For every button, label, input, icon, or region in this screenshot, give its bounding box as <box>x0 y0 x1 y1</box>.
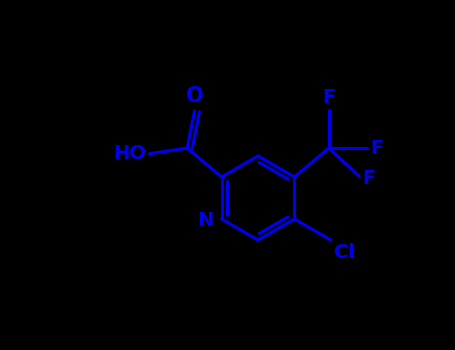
Text: F: F <box>362 169 375 188</box>
Text: F: F <box>322 88 335 107</box>
Text: N: N <box>197 211 214 231</box>
Text: F: F <box>370 139 383 158</box>
Text: Cl: Cl <box>334 243 355 262</box>
Text: HO: HO <box>114 144 147 163</box>
Text: O: O <box>186 86 203 106</box>
